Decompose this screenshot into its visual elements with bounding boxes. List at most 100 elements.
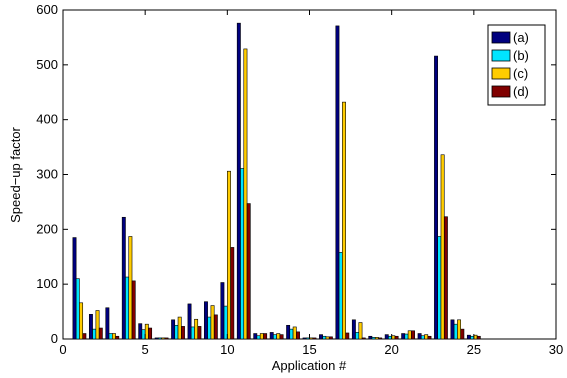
bar-app-10-series-3 [230, 247, 235, 340]
bar-app-14-series-1 [289, 328, 294, 340]
bar-app-9-series-2 [210, 305, 215, 340]
bar-app-11-series-3 [246, 203, 251, 340]
legend-label-0: (a) [513, 30, 529, 45]
bar-app-21-series-3 [411, 330, 415, 340]
bar-app-20-series-0 [384, 334, 389, 340]
bar-app-11-series-0 [236, 22, 241, 340]
x-tick-label: 10 [220, 342, 234, 357]
bar-app-24-series-1 [453, 323, 458, 340]
legend-label-1: (b) [513, 48, 529, 63]
x-tick-label: 15 [302, 342, 316, 357]
bar-app-2-series-3 [98, 327, 103, 340]
bar-app-7-series-2 [177, 316, 182, 340]
y-tick-label: 200 [36, 221, 58, 236]
bar-app-7-series-3 [181, 326, 185, 340]
x-tick-label: 20 [384, 342, 398, 357]
legend-label-2: (c) [513, 66, 528, 81]
x-tick-label: 0 [59, 342, 66, 357]
bar-app-22-series-0 [417, 333, 422, 340]
bar-app-17-series-3 [345, 332, 350, 340]
y-tick-label: 0 [51, 331, 58, 346]
bar-app-21-series-2 [407, 330, 412, 340]
bar-app-13-series-1 [273, 334, 277, 340]
plot-area [62, 9, 557, 340]
bar-app-18-series-2 [358, 322, 363, 340]
bar-app-3-series-2 [112, 333, 116, 340]
bar-app-23-series-2 [440, 154, 445, 340]
bar-app-23-series-0 [434, 55, 438, 340]
bar-app-21-series-1 [404, 333, 409, 340]
bar-app-12-series-1 [256, 335, 261, 340]
bar-app-13-series-0 [269, 332, 274, 340]
y-tick-label: 500 [36, 57, 58, 72]
bar-app-8-series-0 [187, 303, 192, 340]
bar-app-1-series-0 [72, 237, 77, 340]
bar-app-23-series-1 [437, 236, 442, 340]
bar-app-12-series-0 [253, 333, 258, 340]
bar-app-18-series-1 [355, 332, 360, 340]
bar-app-14-series-0 [286, 324, 291, 340]
bar-app-12-series-3 [263, 333, 268, 340]
bar-app-16-series-3 [328, 336, 333, 340]
bar-app-7-series-0 [171, 319, 176, 340]
bars-group [72, 22, 481, 340]
bar-app-8-series-3 [197, 326, 202, 340]
bar-app-17-series-1 [338, 252, 343, 340]
bar-app-6-series-3 [164, 337, 169, 340]
legend-swatch-3 [491, 85, 511, 98]
bar-app-23-series-3 [443, 216, 448, 340]
bar-app-5-series-0 [138, 323, 143, 340]
bar-app-15-series-0 [302, 337, 307, 340]
bar-app-9-series-1 [207, 316, 212, 340]
bar-app-11-series-1 [240, 168, 245, 340]
bar-app-19-series-1 [371, 337, 376, 340]
bar-app-20-series-3 [394, 335, 399, 340]
bar-app-6-series-2 [161, 337, 166, 340]
bar-app-3-series-1 [108, 333, 113, 340]
x-tick-label: 30 [549, 342, 563, 357]
bar-app-16-series-0 [319, 334, 323, 340]
x-axis-title: Application # [272, 358, 347, 373]
bar-app-4-series-0 [121, 216, 126, 340]
bar-app-21-series-0 [401, 333, 406, 340]
bar-app-19-series-3 [378, 337, 383, 340]
bar-app-1-series-1 [75, 278, 80, 340]
bar-app-12-series-2 [259, 333, 264, 340]
bar-app-8-series-1 [190, 326, 195, 340]
bar-app-22-series-3 [427, 335, 432, 340]
bar-app-14-series-3 [296, 331, 300, 340]
bar-app-3-series-3 [115, 335, 120, 340]
y-tick-label: 400 [36, 112, 58, 127]
bar-app-4-series-2 [128, 236, 133, 340]
bar-app-17-series-2 [342, 101, 346, 340]
bar-app-1-series-3 [82, 333, 87, 340]
bar-app-14-series-2 [292, 326, 297, 340]
y-tick-label: 300 [36, 167, 58, 182]
bar-app-25-series-0 [466, 334, 471, 340]
bar-app-2-series-1 [92, 328, 97, 340]
bar-app-16-series-1 [322, 335, 327, 340]
bar-app-15-series-3 [312, 337, 317, 340]
bar-app-8-series-2 [194, 318, 199, 340]
bar-app-13-series-3 [279, 334, 284, 340]
bar-app-22-series-2 [424, 334, 429, 340]
bar-app-7-series-1 [174, 324, 179, 340]
bar-app-10-series-0 [220, 282, 225, 340]
legend: (a) (b) (c) (d) [487, 24, 546, 106]
bar-app-13-series-2 [276, 333, 281, 340]
legend-swatch-2 [491, 67, 511, 80]
bar-app-10-series-2 [227, 170, 231, 340]
bar-app-16-series-2 [325, 336, 330, 340]
bar-app-24-series-3 [460, 328, 465, 340]
x-tick-label: 25 [467, 342, 481, 357]
bar-app-9-series-3 [213, 314, 218, 340]
bar-app-19-series-2 [374, 337, 379, 340]
bar-app-11-series-2 [243, 48, 248, 340]
legend-swatch-1 [491, 49, 511, 62]
bar-app-2-series-2 [95, 310, 100, 340]
bar-app-4-series-1 [125, 276, 130, 340]
legend-label-3: (d) [513, 84, 529, 99]
bar-app-24-series-0 [450, 319, 455, 340]
